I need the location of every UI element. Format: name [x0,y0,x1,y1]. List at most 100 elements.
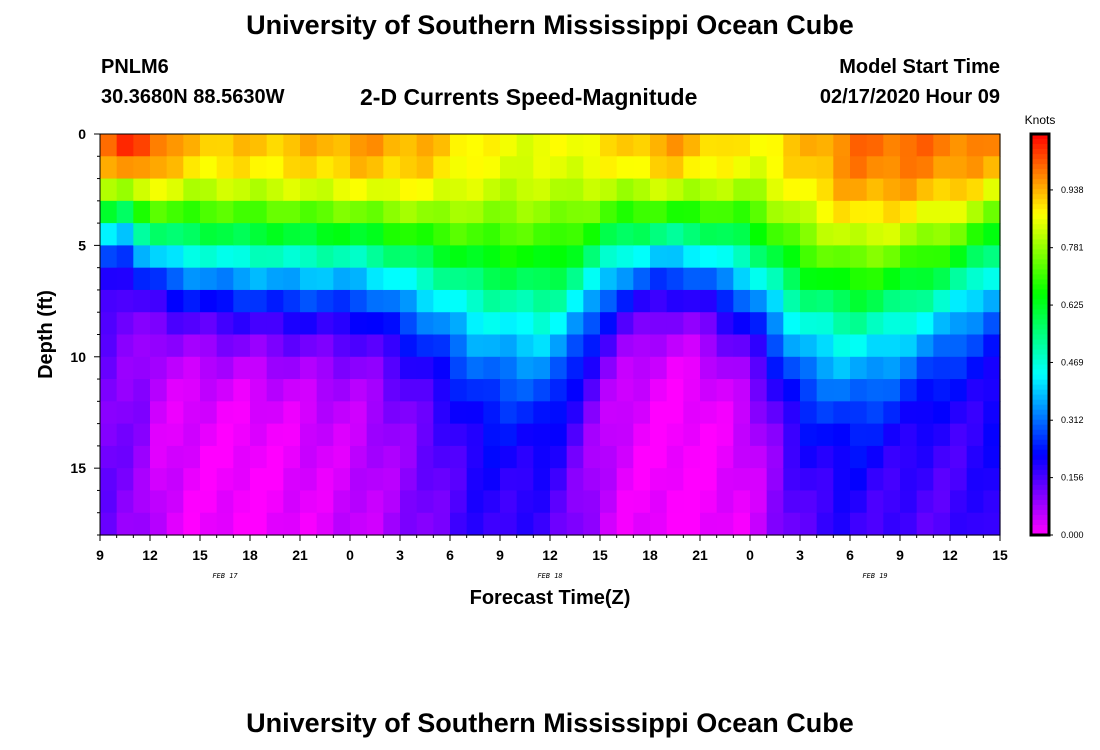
colorbar-segment [1031,154,1049,160]
colorbar-segment [1031,519,1049,526]
heatmap-cell [966,512,984,536]
heatmap-cell [450,156,468,180]
heatmap-cell [300,312,318,336]
heatmap-cell [966,312,984,336]
heatmap-cell [233,267,251,291]
heatmap-cell [116,490,134,514]
heatmap-cell [516,490,534,514]
heatmap-cell [116,356,134,380]
heatmap-cell [550,156,568,180]
heatmap-cell [650,334,668,358]
heatmap-cell [283,512,301,536]
heatmap-cell [950,312,968,336]
heatmap-cell [283,267,301,291]
heatmap-cell [866,356,884,380]
heatmap-cell [933,312,951,336]
heatmap-cell [366,423,384,447]
heatmap-cell [950,289,968,313]
heatmap-cell [250,401,268,425]
heatmap-cell [566,512,584,536]
heatmap-cell [450,445,468,469]
heatmap-cell [783,401,801,425]
heatmap-cell [166,468,184,492]
colorbar-segment [1031,424,1049,431]
heatmap-cell [950,334,968,358]
heatmap-cell [383,178,401,202]
heatmap-cell [583,156,601,180]
heatmap-cell [833,512,851,536]
heatmap-cell [533,334,551,358]
heatmap-cell [866,512,884,536]
heatmap-cell [450,468,468,492]
heatmap-cell [866,178,884,202]
colorbar-segment [1031,174,1049,180]
heatmap-cell [850,178,868,202]
heatmap-cell [466,312,484,336]
heatmap-cell [916,379,934,402]
heatmap-cell [283,156,301,180]
heatmap-cell [366,356,384,380]
heatmap-cell [983,156,1001,180]
heatmap-cell [333,445,351,469]
heatmap-cell [833,267,851,291]
heatmap-cell [150,445,168,469]
heatmap-cell [850,379,868,402]
heatmap-cell [100,245,118,269]
heatmap-cell [716,423,734,447]
heatmap-cell [416,334,434,358]
heatmap-cell [250,223,268,246]
colorbar-segment [1031,354,1049,361]
heatmap-cell [133,267,151,291]
heatmap-cell [933,423,951,447]
heatmap-cell [650,401,668,425]
heatmap-cell [133,468,151,492]
heatmap-cells [100,134,1001,536]
heatmap-cell [233,245,251,269]
heatmap-cell [133,423,151,447]
heatmap-cell [466,490,484,514]
heatmap-cell [433,178,451,202]
heatmap-cell [900,379,918,402]
heatmap-cell [666,512,684,536]
heatmap-cell [550,223,568,246]
heatmap-cell [300,334,318,358]
colorbar-segment [1031,159,1049,165]
heatmap-cell [866,312,884,336]
date-label: FEB 18 [537,572,562,580]
heatmap-cell [266,245,284,269]
y-axis: 0 5 10 15 [70,126,100,536]
colorbar-segment [1031,264,1049,270]
heatmap-cell [583,468,601,492]
heatmap-cell [433,401,451,425]
heatmap-cell [683,379,701,402]
heatmap-cell [116,289,134,313]
heatmap-cell [800,223,818,246]
heatmap-cell [500,223,518,246]
heatmap-cell [616,445,634,469]
heatmap-cell [516,289,534,313]
heatmap-cell [500,200,518,224]
heatmap-cell [766,267,784,291]
heatmap-cell [800,289,818,313]
heatmap-cell [216,401,234,425]
heatmap-cell [683,334,701,358]
colorbar-segment [1031,254,1049,260]
heatmap-cell [683,200,701,224]
heatmap-cell [150,289,168,313]
heatmap-cell [800,245,818,269]
heatmap-cell [450,223,468,246]
heatmap-cell [616,490,634,514]
heatmap-cell [950,156,968,180]
heatmap-cell [766,445,784,469]
colorbar-segment [1031,294,1049,301]
heatmap-cell [933,156,951,180]
x-tick-label: 12 [542,547,558,563]
heatmap-cell [550,445,568,469]
heatmap-cell [550,178,568,202]
heatmap-cell [900,468,918,492]
heatmap-cell [233,512,251,536]
heatmap-cell [450,423,468,447]
heatmap-cell [600,245,618,269]
heatmap-cell [350,423,368,447]
colorbar-segment [1031,304,1049,311]
